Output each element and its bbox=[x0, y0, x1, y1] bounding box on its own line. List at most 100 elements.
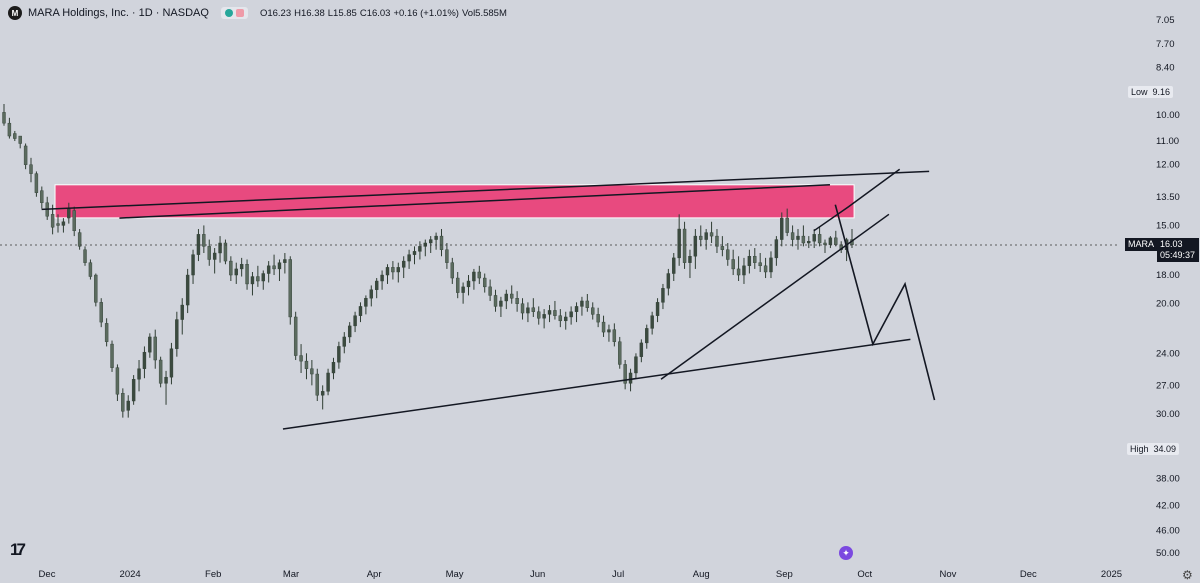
candle-body bbox=[293, 316, 298, 356]
high-tag: High 34.09 bbox=[1127, 443, 1180, 455]
candle-body bbox=[655, 302, 660, 316]
candle-body bbox=[817, 234, 822, 244]
candle bbox=[104, 318, 109, 347]
candle-body bbox=[256, 276, 260, 282]
candle bbox=[364, 295, 368, 315]
candle bbox=[77, 229, 82, 250]
candle-body bbox=[526, 307, 530, 314]
candle bbox=[461, 282, 465, 304]
candle bbox=[564, 311, 568, 330]
candle bbox=[331, 357, 336, 380]
candle bbox=[553, 300, 557, 320]
candle bbox=[639, 339, 644, 363]
candle-body bbox=[688, 256, 692, 263]
candle bbox=[131, 375, 136, 405]
symbol-title[interactable]: MARA Holdings, Inc. · 1D · NASDAQ bbox=[28, 7, 209, 19]
candle bbox=[121, 388, 125, 418]
price-axis[interactable]: 7.05 7.70 8.40 10.00 11.00 12.00 13.50 15.00 18.… bbox=[1156, 15, 1180, 559]
candle bbox=[682, 221, 687, 269]
tradingview-logo[interactable]: 17 bbox=[10, 540, 26, 559]
buy-dot-icon[interactable] bbox=[224, 9, 233, 17]
gear-icon[interactable]: ⚙ bbox=[1182, 568, 1193, 582]
close-value: C16.03 bbox=[359, 7, 391, 19]
candle bbox=[531, 298, 536, 317]
candle bbox=[623, 360, 627, 390]
candle-body bbox=[310, 368, 314, 375]
price-tick-label: 13.50 bbox=[1156, 192, 1180, 203]
candle-body bbox=[380, 274, 384, 282]
candle-body bbox=[774, 239, 779, 259]
candle bbox=[742, 257, 746, 284]
candle-body bbox=[736, 268, 741, 276]
candle bbox=[288, 256, 292, 325]
candle-body bbox=[726, 249, 730, 260]
candle-body bbox=[623, 364, 627, 384]
candle bbox=[817, 227, 822, 247]
low-tag-value: 9.16 bbox=[1152, 87, 1171, 97]
candle-body bbox=[175, 319, 179, 349]
candle bbox=[293, 311, 298, 361]
candle bbox=[456, 271, 460, 299]
compass-icon[interactable]: ✦ bbox=[839, 546, 853, 560]
indicator-toggles[interactable] bbox=[220, 7, 248, 19]
candle-body bbox=[450, 262, 455, 279]
candle bbox=[688, 249, 692, 279]
candle bbox=[277, 259, 282, 282]
candle bbox=[94, 273, 98, 307]
time-tick-label: Jun bbox=[530, 569, 545, 580]
candle-body bbox=[650, 315, 654, 329]
candle bbox=[212, 248, 217, 274]
time-tick-label: Apr bbox=[367, 569, 382, 580]
candle bbox=[720, 236, 725, 257]
candle bbox=[353, 311, 357, 333]
candle-body bbox=[531, 307, 536, 312]
price-tag-symbol: MARA bbox=[1125, 238, 1158, 251]
candle-body bbox=[266, 265, 271, 274]
candle-body bbox=[99, 302, 103, 323]
candle-body bbox=[704, 232, 708, 240]
price-tick-label: 24.00 bbox=[1156, 348, 1180, 359]
candle bbox=[537, 306, 541, 325]
candle bbox=[601, 315, 606, 337]
chart-header: M MARA Holdings, Inc. · 1D · NASDAQ O16.… bbox=[8, 4, 507, 22]
candle-body bbox=[326, 372, 330, 392]
candle-body bbox=[672, 257, 676, 274]
candle bbox=[153, 329, 157, 369]
candle-body bbox=[488, 286, 492, 296]
time-axis[interactable]: Dec 2024 Feb Mar Apr May Jun Jul Aug Sep Oct Nov Dec… bbox=[39, 569, 1123, 580]
candle bbox=[780, 212, 784, 247]
trendlines-layer bbox=[41, 168, 936, 430]
candle bbox=[13, 130, 17, 142]
candle bbox=[180, 298, 184, 335]
projected-path bbox=[834, 204, 936, 401]
candle bbox=[148, 333, 152, 358]
candle-body bbox=[72, 210, 76, 232]
current-price-tag: MARA 16.03 05:49:37 bbox=[1125, 238, 1200, 262]
candle-body bbox=[434, 235, 438, 240]
candle-body bbox=[407, 254, 411, 262]
candle-body bbox=[110, 343, 114, 368]
candle bbox=[655, 298, 660, 323]
candle bbox=[715, 229, 719, 254]
candle bbox=[34, 171, 39, 197]
candle-body bbox=[801, 235, 806, 244]
candle bbox=[591, 302, 595, 320]
candle bbox=[164, 370, 168, 405]
candle-body bbox=[288, 259, 292, 318]
candle-body bbox=[277, 262, 282, 270]
candle bbox=[585, 294, 590, 312]
price-tick-label: 20.00 bbox=[1156, 299, 1180, 310]
candle-body bbox=[834, 237, 838, 245]
candle-body bbox=[342, 336, 346, 347]
candles-layer bbox=[2, 104, 854, 418]
candle-body bbox=[456, 277, 460, 293]
candle-body bbox=[250, 276, 255, 285]
candle-body bbox=[515, 298, 519, 304]
candle bbox=[672, 253, 676, 282]
candle-body bbox=[245, 264, 249, 285]
sell-dot-icon[interactable] bbox=[235, 9, 244, 17]
candle bbox=[110, 340, 114, 372]
candle-body bbox=[645, 328, 649, 344]
candle-body bbox=[50, 214, 55, 228]
